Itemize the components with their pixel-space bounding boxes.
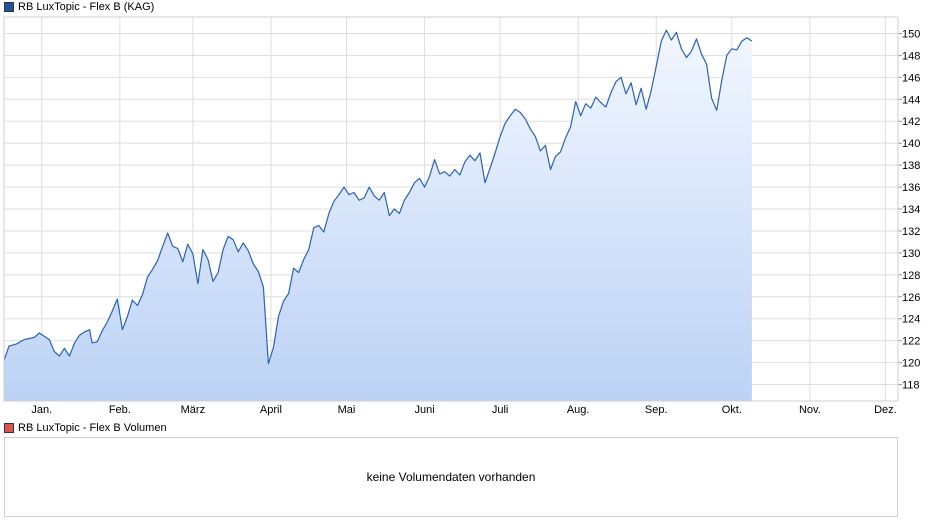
legend-price-swatch xyxy=(4,2,14,12)
y-tick-label: 146 xyxy=(902,72,920,84)
series-line xyxy=(3,29,753,365)
y-tick-label: 122 xyxy=(902,336,920,348)
y-tick-label: 148 xyxy=(902,50,920,62)
volume-empty-message: keine Volumendaten vorhanden xyxy=(366,470,536,484)
y-tick-label: 150 xyxy=(902,28,920,40)
x-tick-label: Juni xyxy=(414,404,434,416)
y-tick-label: 138 xyxy=(902,160,920,172)
x-tick-label: Juli xyxy=(492,404,509,416)
y-tick-label: 118 xyxy=(902,380,920,392)
y-tick-label: 124 xyxy=(902,314,920,326)
y-tick-label: 142 xyxy=(902,116,920,128)
legend-price-label: RB LuxTopic - Flex B (KAG) xyxy=(18,1,155,13)
x-tick-label: März xyxy=(181,404,205,416)
y-tick-label: 144 xyxy=(902,94,920,106)
legend-volume-label: RB LuxTopic - Flex B Volumen xyxy=(18,422,167,434)
x-tick-label: April xyxy=(260,404,282,416)
x-tick-label: Feb. xyxy=(109,404,131,416)
legend-volume-swatch xyxy=(4,423,14,433)
x-tick-label: Dez. xyxy=(874,404,897,416)
price-chart: 118 120 122 124 126 128 130 132 134 136 138 140 142 1… xyxy=(3,16,920,416)
x-tick-label: Okt. xyxy=(722,404,742,416)
x-tick-label: Mai xyxy=(338,404,356,416)
y-tick-label: 126 xyxy=(902,292,920,304)
x-tick-label: Sep. xyxy=(645,404,668,416)
volume-panel: keine Volumendaten vorhanden xyxy=(4,437,898,517)
y-tick-label: 130 xyxy=(902,248,920,260)
y-tick-label: 136 xyxy=(902,182,920,194)
x-tick-label: Aug. xyxy=(567,404,590,416)
y-tick-label: 140 xyxy=(902,138,920,150)
x-tick-label: Jan. xyxy=(31,404,52,416)
legend-price: RB LuxTopic - Flex B (KAG) xyxy=(4,0,154,14)
y-tick-label: 134 xyxy=(902,204,920,216)
x-tick-label: Nov. xyxy=(799,404,821,416)
plot-border xyxy=(3,16,899,402)
y-tick-label: 120 xyxy=(902,358,920,370)
series-area xyxy=(4,30,752,401)
y-tick-label: 132 xyxy=(902,226,920,238)
y-tick-label: 128 xyxy=(902,270,920,282)
legend-volume: RB LuxTopic - Flex B Volumen xyxy=(4,421,167,435)
